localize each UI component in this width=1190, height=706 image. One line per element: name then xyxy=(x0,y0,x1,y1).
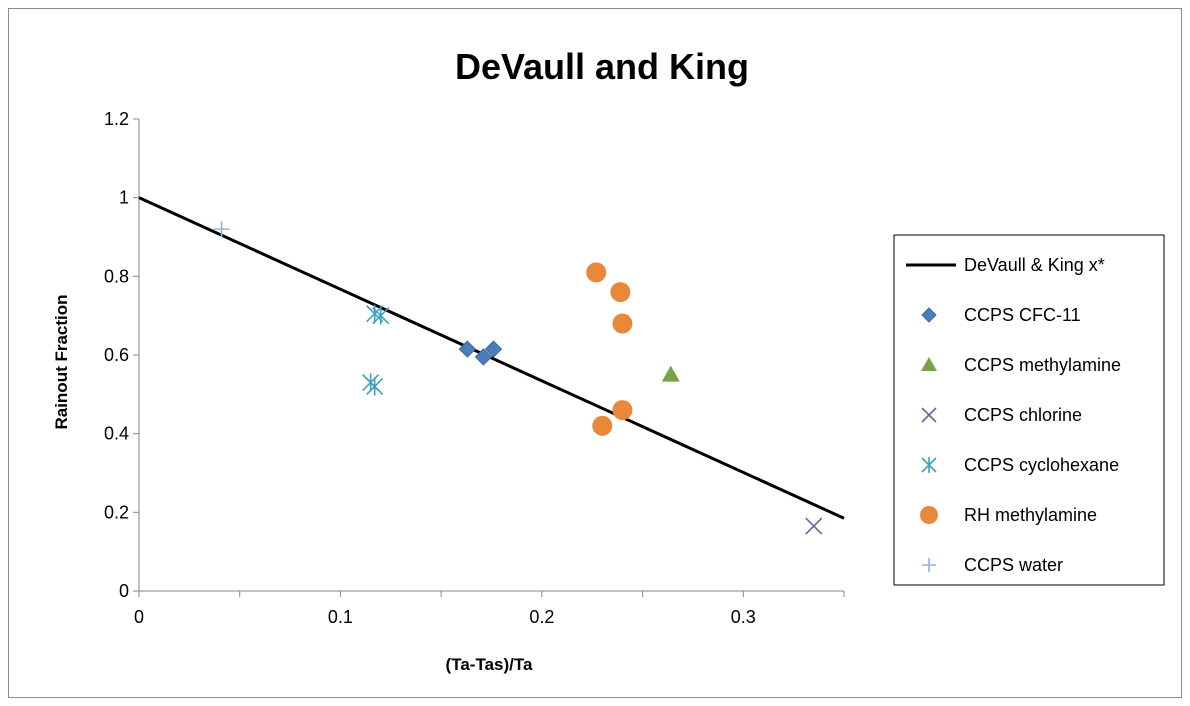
legend: DeVaull & King x* CCPS CFC-11 CCPS methyla… xyxy=(893,234,1165,586)
data-point-x xyxy=(805,517,823,535)
data-point-star xyxy=(372,306,390,325)
scatter-chart: DeVaull and King 0 0.2 0.4 0.6 0.8 1 1.2 0 0.1 0.… xyxy=(52,46,1165,674)
chart-title: DeVaull and King xyxy=(455,46,749,87)
y-axis-title: Rainout Fraction xyxy=(52,294,71,429)
data-point-triangle xyxy=(661,365,680,382)
legend-marker-diamond xyxy=(921,307,937,323)
legend-marker-x xyxy=(921,407,937,423)
y-tick-label: 0 xyxy=(119,581,129,601)
data-point-circle xyxy=(592,415,613,436)
legend-box xyxy=(893,234,1165,586)
legend-marker-plus xyxy=(922,558,936,572)
legend-label: CCPS CFC-11 xyxy=(964,305,1081,325)
data-point-diamond xyxy=(484,340,503,358)
legend-marker-star xyxy=(921,457,937,473)
y-tick-label: 0.6 xyxy=(104,345,129,365)
data-point-diamond xyxy=(474,348,493,366)
x-axis-title: (Ta-Tas)/Ta xyxy=(446,655,533,674)
y-tick-label: 0.8 xyxy=(104,266,129,286)
y-tick-label: 1.2 xyxy=(104,109,129,129)
x-tick-label: 0.1 xyxy=(328,607,353,627)
legend-label: CCPS methylamine xyxy=(964,355,1121,375)
chart-area: DeVaull and King 0 0.2 0.4 0.6 0.8 1 1.2 0 0.1 0.… xyxy=(8,8,1182,698)
plot-marks xyxy=(138,196,845,535)
data-point-circle xyxy=(586,262,607,283)
legend-label: DeVaull & King x* xyxy=(964,255,1105,275)
data-point-plus xyxy=(213,221,230,238)
x-tick-label: 0.3 xyxy=(731,607,756,627)
y-tick-label: 0.2 xyxy=(104,502,129,522)
series-line-devaull-king xyxy=(138,196,845,520)
axes: 0 0.2 0.4 0.6 0.8 1 1.2 0 0.1 0.2 0.3 xyxy=(104,109,845,627)
data-point-star xyxy=(366,377,384,396)
legend-label: CCPS cyclohexane xyxy=(964,455,1119,475)
data-point-diamond xyxy=(458,340,477,358)
x-tick-label: 0.2 xyxy=(529,607,554,627)
legend-marker-circle xyxy=(920,506,938,524)
data-point-circle xyxy=(610,282,631,303)
legend-label: CCPS water xyxy=(964,555,1063,575)
legend-label: RH methylamine xyxy=(964,505,1097,525)
x-tick-label: 0 xyxy=(134,607,144,627)
data-point-circle xyxy=(612,400,633,421)
y-tick-label: 0.4 xyxy=(104,424,129,444)
y-tick-label: 1 xyxy=(119,188,129,208)
data-point-circle xyxy=(612,313,633,334)
legend-label: CCPS chlorine xyxy=(964,405,1082,425)
legend-marker-triangle xyxy=(921,357,937,371)
